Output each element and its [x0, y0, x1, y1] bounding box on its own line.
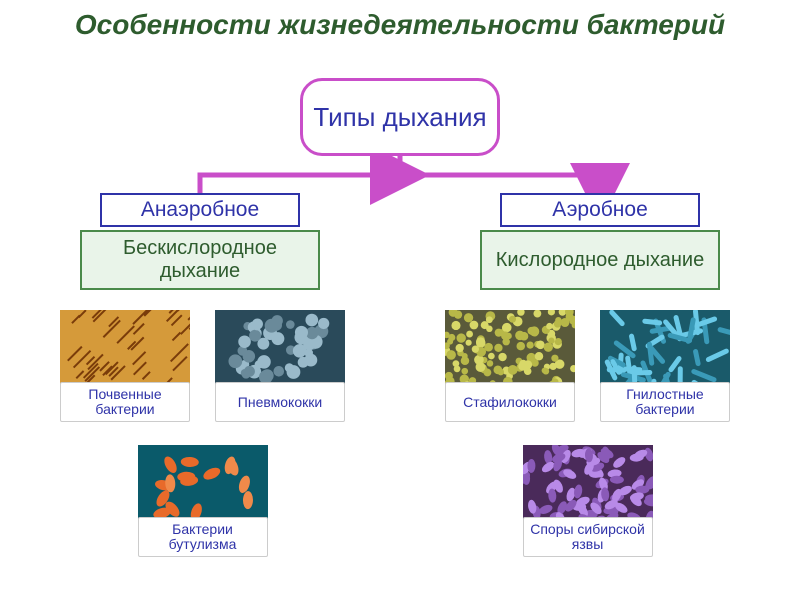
root-node: Типы дыхания: [300, 78, 500, 156]
bacteria-image: [445, 310, 575, 390]
bacteria-label: Почвенные бактерии: [60, 382, 190, 422]
bacteria-image: [600, 310, 730, 390]
bacteria-label: Гнилостные бактерии: [600, 382, 730, 422]
bacteria-label: Бактерии бутулизма: [138, 517, 268, 557]
root-label: Типы дыхания: [313, 103, 486, 132]
branch-right-label: Аэробное: [552, 198, 648, 222]
bacteria-label: Споры сибирской язвы: [523, 517, 653, 557]
desc-aerobic: Кислородное дыхание: [480, 230, 720, 290]
branch-left-label: Анаэробное: [141, 198, 259, 222]
desc-right-text: Кислородное дыхание: [496, 249, 704, 272]
desc-left-text: Бескислородное дыхание: [82, 237, 318, 283]
bacteria-label: Пневмококки: [215, 382, 345, 422]
branch-aerobic: Аэробное: [500, 193, 700, 227]
bacteria-image: [138, 445, 268, 525]
bacteria-image: [523, 445, 653, 525]
bacteria-label: Стафилококки: [445, 382, 575, 422]
bacteria-image: [215, 310, 345, 390]
bacteria-image: [60, 310, 190, 390]
branch-anaerobic: Анаэробное: [100, 193, 300, 227]
desc-anaerobic: Бескислородное дыхание: [80, 230, 320, 290]
